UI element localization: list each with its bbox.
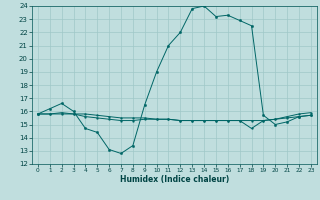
X-axis label: Humidex (Indice chaleur): Humidex (Indice chaleur) bbox=[120, 175, 229, 184]
